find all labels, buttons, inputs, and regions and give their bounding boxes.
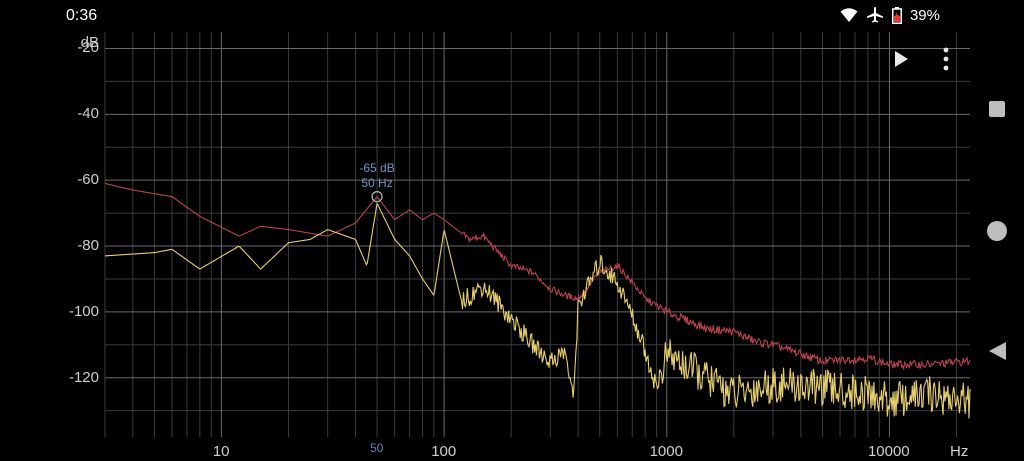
x-tick-label: 10000 bbox=[867, 443, 910, 460]
y-tick-label: -80 bbox=[77, 237, 99, 255]
more-vert-icon bbox=[943, 47, 949, 71]
x-tick-label: 100 bbox=[431, 443, 457, 460]
circle-icon bbox=[987, 221, 1007, 241]
y-tick-label: -20 bbox=[77, 39, 99, 57]
x-axis-unit: Hz bbox=[950, 443, 969, 460]
minor-grid bbox=[104, 32, 970, 437]
battery-charging-icon bbox=[891, 6, 902, 24]
square-icon bbox=[989, 101, 1005, 117]
x-tick-label: 10 bbox=[212, 443, 230, 460]
wifi-icon bbox=[840, 8, 858, 22]
x-tick-label: 1000 bbox=[649, 443, 683, 460]
nav-home-button[interactable] bbox=[986, 220, 1008, 247]
series-line-yellow bbox=[104, 202, 971, 419]
navigation-bar bbox=[984, 0, 1024, 461]
y-tick-label: -100 bbox=[68, 302, 99, 320]
spectrum-plot[interactable] bbox=[0, 0, 984, 461]
series-layer bbox=[104, 182, 971, 419]
more-options-button[interactable] bbox=[936, 46, 956, 72]
status-icons: 39% bbox=[840, 6, 940, 24]
marker-db-label: -65 dB bbox=[359, 160, 395, 175]
marker-x-label: 50 bbox=[370, 441, 384, 455]
play-button[interactable] bbox=[890, 48, 912, 70]
status-bar: 0:36 39% bbox=[0, 0, 1024, 32]
peak-marker bbox=[371, 190, 383, 203]
nav-back-button[interactable] bbox=[988, 341, 1008, 366]
triangle-back-icon bbox=[989, 342, 1006, 360]
status-time: 0:36 bbox=[66, 7, 98, 24]
y-axis-unit: dB bbox=[80, 34, 99, 51]
marker-hz-label: 50 Hz bbox=[361, 175, 393, 190]
y-tick-label: -60 bbox=[77, 171, 99, 189]
series-line-red bbox=[104, 182, 971, 371]
nav-recents-button[interactable] bbox=[988, 100, 1006, 123]
battery-percent: 39% bbox=[909, 6, 940, 24]
y-tick-label: -40 bbox=[77, 105, 99, 123]
major-grid bbox=[105, 32, 970, 437]
airplane-icon bbox=[866, 7, 883, 23]
y-tick-label: -120 bbox=[68, 368, 99, 386]
play-icon bbox=[895, 51, 908, 67]
